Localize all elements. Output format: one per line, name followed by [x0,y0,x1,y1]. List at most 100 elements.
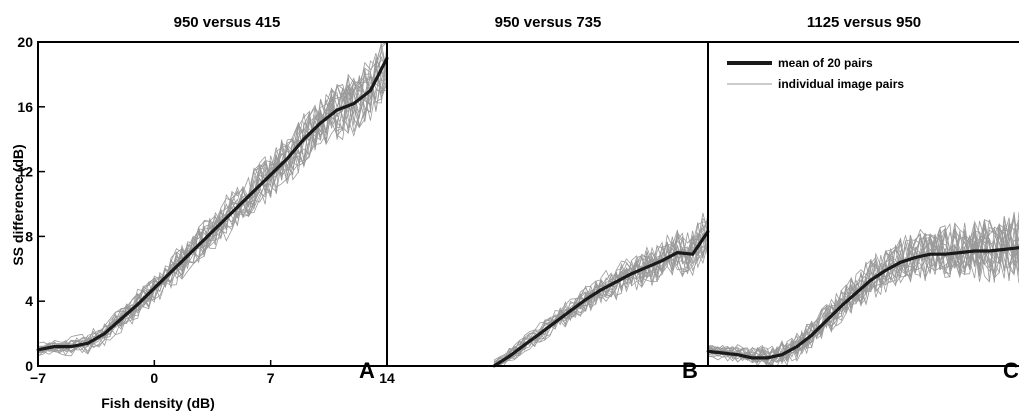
plot-frame [37,41,1019,367]
mean-point [584,298,588,301]
mean-point [899,260,902,264]
mean-point [103,332,106,335]
mean-point [884,269,888,272]
mean-point [913,256,917,259]
x-axis-label: Fish density (dB) [101,395,215,411]
mean-point [302,137,306,141]
y-tick-label: 12 [17,164,33,180]
mean-point [252,189,256,193]
mean-point [614,280,618,284]
mean-point [751,356,754,360]
mean-point [369,89,372,92]
individual-pair-line [493,243,709,367]
mean-point [765,356,769,360]
mean-point [523,343,526,347]
mean-point [169,270,173,274]
labels: 950 versus 415 950 versus 735 1125 versu… [10,14,1019,411]
mean-lines [36,56,1019,368]
individual-pair-line [37,49,388,348]
mean-point [736,353,739,357]
mean-point [676,251,679,255]
mean-point [839,304,843,308]
mean-point [928,252,932,256]
mean-point [630,272,633,276]
individual-pair-line [37,62,388,349]
mean-point [136,303,140,306]
individual-pair-line [494,220,709,367]
mean-point [660,259,664,263]
panel-title-b: 950 versus 735 [495,14,602,31]
mean-point [285,157,289,161]
mean-point [236,205,239,209]
mean-point [269,173,273,177]
y-tick-label: 20 [17,34,33,50]
individual-pair-line [37,67,388,350]
panel-letter-b: B [682,358,698,383]
mean-point [119,317,123,321]
panel-letter-c: C [1003,358,1019,383]
y-tick-label: 8 [25,228,33,244]
individual-pair-line [707,224,1019,360]
panel-frames [37,41,1019,367]
y-tick-label: 0 [25,358,33,374]
x-tick-label: 0 [150,370,158,386]
mean-point [810,333,814,337]
panel-letter-a: A [359,358,375,383]
mean-point [202,238,206,242]
mean-point [943,252,947,256]
mean-point [599,288,603,292]
individual-pair-line [37,59,388,354]
legend-individual-label: individual image pairs [778,77,904,91]
mean-point [988,249,991,253]
individual-pair-line [37,60,388,350]
mean-point [319,121,322,125]
y-tick-label: 16 [17,99,33,115]
mean-point [507,354,511,358]
mean-point [825,319,828,322]
mean-point [53,345,56,348]
individual-pair-line [37,43,388,354]
mean-point [352,102,356,105]
mean-point [335,108,339,112]
panel-title-c: 1125 versus 950 [807,14,921,31]
legend-mean-label: mean of 20 pairs [778,56,873,70]
individual-pair-line [37,41,388,351]
mean-line [37,57,389,352]
y-axis-label: SS difference (dB) [10,144,26,265]
individual-pair-line [37,41,388,349]
mean-point [186,254,190,258]
mean-point [795,345,799,348]
mean-line [707,246,1019,360]
mean-point [645,265,649,269]
mean-point [553,320,557,324]
individual-pair-line [37,60,388,350]
individual-pair-line [493,230,709,366]
individual-pair-line [493,222,709,362]
mean-point [69,345,73,348]
mean-point [854,291,858,295]
individual-pair-line [37,44,388,353]
mean-point [973,249,976,253]
mean-point [869,278,873,282]
mean-point [780,353,784,357]
mean-point [958,251,962,255]
x-tick-label: 14 [379,370,395,386]
mean-point [152,286,156,290]
mean-point [219,222,223,225]
mean-point [569,309,572,313]
individual-pair-line [37,56,388,352]
individual-pair-line [37,41,387,347]
individual-pair-line [37,65,388,356]
x-tick-label: 7 [267,370,275,386]
mean-point [721,351,725,355]
panel-title-a: 950 versus 415 [174,14,281,31]
mean-point [1002,248,1006,251]
y-tick-label: 4 [25,293,33,309]
x-tick-label: −7 [30,370,46,386]
mean-point [538,332,542,335]
mean-point [691,252,695,256]
mean-point [86,341,90,345]
